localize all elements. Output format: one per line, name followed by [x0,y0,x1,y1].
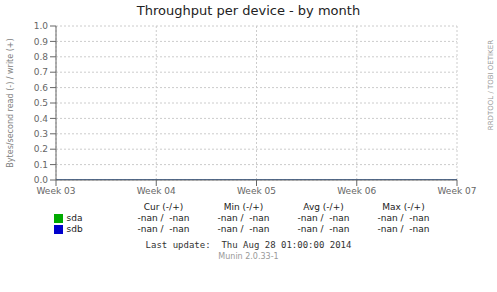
svg-text:Week 05: Week 05 [237,186,276,196]
html-text:Avg (-/+): Avg (-/+) [303,202,344,212]
svg-text:0.2: 0.2 [34,144,48,154]
svg-text:0.0: 0.0 [34,175,49,185]
svg-text:0.4: 0.4 [34,114,49,124]
html-text:Cur (-/+): Cur (-/+) [143,202,184,212]
html-text:-nan / -nan: -nan / -nan [217,213,270,223]
svg-text:Week 07: Week 07 [438,186,477,196]
html-text:sdb: sdb [66,224,83,234]
html-text:sda: sda [66,213,83,223]
html-text:-nan / -nan: -nan / -nan [297,224,350,234]
html-text:-nan / -nan: -nan / -nan [377,213,430,223]
html-text:-nan / -nan: -nan / -nan [137,224,190,234]
html-text:Min (-/+): Min (-/+) [223,202,264,212]
svg-text:Week 04: Week 04 [137,186,176,196]
svg-text:Week 03: Week 03 [37,186,76,196]
html-text:RRDTOOL / TOBI OETIKER: RRDTOOL / TOBI OETIKER [487,40,495,131]
svg-text:0.1: 0.1 [34,160,48,170]
svg-text:0.6: 0.6 [34,83,49,93]
svg-text:0.3: 0.3 [34,129,48,139]
svg-text:Bytes/second read (-) / write: Bytes/second read (-) / write (+) [8,38,15,167]
html-text:-nan / -nan: -nan / -nan [217,224,270,234]
svg-text:0.7: 0.7 [34,67,48,77]
html-text:-nan / -nan: -nan / -nan [297,213,350,223]
svg-text:1.0: 1.0 [34,21,49,31]
svg-text:Week 06: Week 06 [337,186,376,196]
svg-text:0.8: 0.8 [34,52,49,62]
html-text:Max (-/+): Max (-/+) [382,202,425,212]
html-text:Munin 2.0.33-1: Munin 2.0.33-1 [218,252,279,261]
svg-text:0.5: 0.5 [34,98,48,108]
html-text:-nan / -nan: -nan / -nan [137,213,190,223]
svg-text:0.9: 0.9 [34,37,49,47]
html-text:-nan / -nan: -nan / -nan [377,224,430,234]
html-text:Last update: Thu Aug 28 01:00:: Last update: Thu Aug 28 01:00:00 2014 [145,240,352,250]
html-text:Throughput per device - by mon: Throughput per device - by month [136,3,361,18]
